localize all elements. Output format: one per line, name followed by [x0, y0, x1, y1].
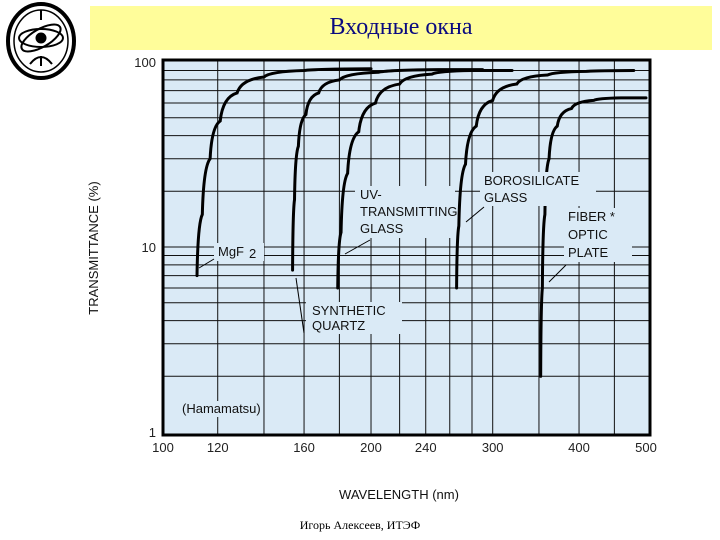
series-label-uv-glass: UV- TRANSMITTING GLASS [344, 187, 458, 255]
x-tick-label: 240 [415, 440, 437, 455]
label-background [564, 208, 632, 262]
fiber-label-line2: OPTIC [568, 227, 608, 242]
slide-title: Входные окна [329, 14, 473, 40]
series-curve-3 [455, 68, 636, 290]
series-curve-4 [539, 96, 648, 378]
y-tick-label: 1 [149, 425, 156, 440]
uv-label-line1: UV- [360, 187, 382, 202]
plot-frame [161, 58, 652, 437]
fiber-label-line3: PLATE [568, 245, 609, 260]
label-background [480, 172, 596, 206]
series-curve-1 [291, 68, 485, 272]
series-label-fiber-optic: FIBER * OPTIC PLATE [548, 209, 615, 283]
fiber-label-line1: FIBER * [568, 209, 615, 224]
mgf2-subscript: 2 [249, 246, 256, 261]
uv-label-line2: TRANSMITTING [360, 204, 458, 219]
x-tick-label: 500 [635, 440, 657, 455]
x-tick-label: 300 [482, 440, 504, 455]
x-tick-label: 120 [207, 440, 229, 455]
y-tick-label: 10 [142, 240, 156, 255]
title-banner [90, 6, 712, 50]
source-note: (Hamamatsu) [182, 401, 261, 416]
mgf2-label: MgF [218, 244, 244, 259]
x-tick-label: 100 [152, 440, 174, 455]
y-tick-label: 100 [134, 55, 156, 70]
series-label-quartz: SYNTHETIC QUARTZ [295, 277, 386, 334]
series-curve-2 [336, 68, 514, 290]
uv-label-line3: GLASS [360, 221, 404, 236]
itep-logo-icon [6, 2, 76, 80]
label-background [178, 401, 258, 417]
label-background [306, 302, 402, 334]
series-curve-0 [195, 67, 373, 278]
x-tick-label: 160 [293, 440, 315, 455]
quartz-label-line2: QUARTZ [312, 318, 365, 333]
label-background [214, 243, 264, 261]
quartz-label-line1: SYNTHETIC [312, 303, 386, 318]
x-tick-label: 200 [360, 440, 382, 455]
x-tick-label: 400 [568, 440, 590, 455]
label-background [355, 186, 455, 238]
series-label-borosilicate: BOROSILICATE GLASS [465, 173, 579, 223]
series-label-mgf2: MgF 2 [198, 244, 256, 269]
boro-label-line2: GLASS [484, 190, 528, 205]
y-axis-label: TRANSMITTANCE (%) [86, 181, 101, 314]
x-axis-label: WAVELENGTH (nm) [339, 487, 459, 502]
footer-author: Игорь Алексеев, ИТЭФ [299, 518, 421, 532]
boro-label-line1: BOROSILICATE [484, 173, 579, 188]
